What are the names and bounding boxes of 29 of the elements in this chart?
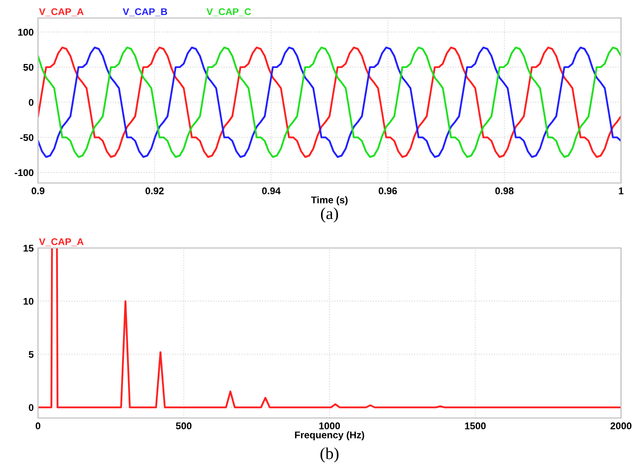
x-axis-title: Time (s) (311, 196, 348, 206)
y-tick-label: -50 (20, 134, 34, 141)
x-tick-label: 1 (618, 188, 624, 194)
text: (a) (320, 207, 338, 223)
y-tick-label: 15 (24, 244, 34, 252)
x-axis-title: Frequency (Hz) (295, 431, 364, 440)
y-tick-label: 50 (23, 64, 34, 71)
y-tick-label: 5 (28, 351, 34, 358)
y-tick-label: 10 (24, 298, 34, 305)
text: (b) (320, 447, 338, 463)
y-tick-label: 100 (18, 28, 34, 36)
x-tick-label: 1000 (319, 422, 340, 430)
series-label: V_CAP_A (39, 238, 84, 246)
x-tick-label: 0.9 (32, 187, 44, 194)
text: V_CAP_A (39, 8, 84, 16)
x-tick-label: 0.96 (378, 187, 397, 194)
text: V_CAP_C (206, 8, 252, 16)
x-tick-label: 1500 (465, 422, 486, 430)
y-tick-label: 0 (28, 404, 34, 411)
y-tick-label: -100 (14, 169, 34, 176)
x-tick-label: 0.92 (146, 187, 164, 194)
line-series (38, 46, 621, 158)
x-tick-label: 0.94 (262, 187, 281, 194)
y-tick-label: 0 (28, 98, 34, 106)
x-tick-label: 0 (36, 422, 40, 430)
x-tick-label: 500 (176, 422, 192, 430)
x-tick-label: 0.98 (495, 187, 514, 194)
text: V_CAP_B (122, 8, 168, 16)
x-tick-label: 2000 (610, 422, 632, 430)
